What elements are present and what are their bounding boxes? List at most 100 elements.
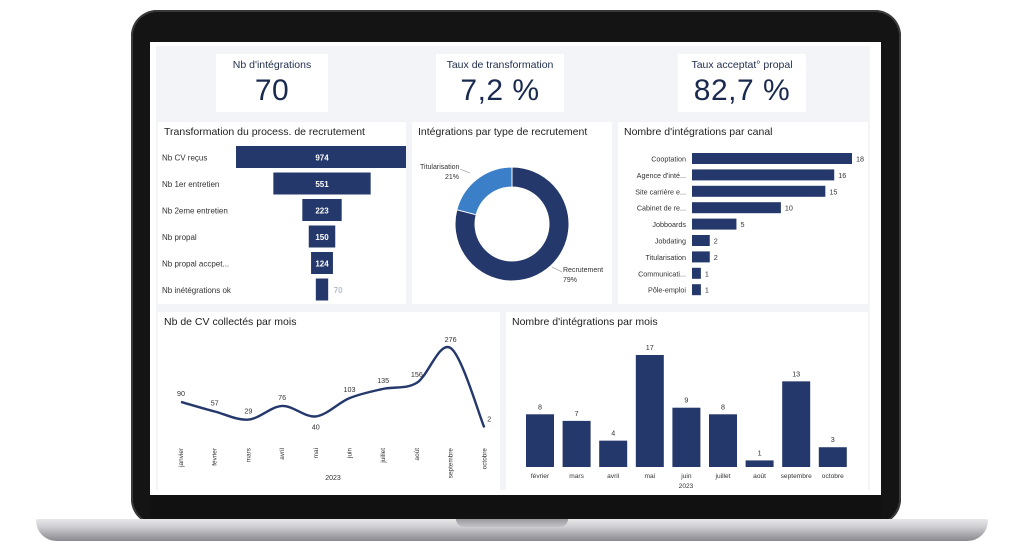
month-value-label: 3 bbox=[831, 435, 835, 444]
kpi-card-transformation[interactable]: Taux de transformation 7,2 % bbox=[436, 54, 564, 112]
month-bar bbox=[782, 381, 811, 467]
channel-category-label: Cooptation bbox=[651, 155, 686, 164]
month-category-label: avril bbox=[607, 473, 620, 480]
channel-value-label: 5 bbox=[740, 220, 744, 229]
kpi-title: Taux acceptat° propal bbox=[691, 59, 793, 71]
kpi-title: Nb d'intégrations bbox=[232, 59, 312, 71]
channel-category-label: Titularisation bbox=[646, 253, 686, 262]
funnel-panel[interactable]: Transformation du process. de recrutemen… bbox=[158, 122, 408, 304]
month-value-label: 4 bbox=[611, 429, 615, 438]
donut-category-label: Recrutement bbox=[563, 267, 603, 274]
month-category-label: mai bbox=[644, 473, 655, 480]
month-category-label: mars bbox=[569, 473, 584, 480]
channel-value-label: 1 bbox=[705, 286, 709, 295]
channel-value-label: 10 bbox=[785, 204, 793, 213]
channel-value-label: 16 bbox=[838, 171, 846, 180]
kpi-value: 70 bbox=[254, 74, 290, 107]
funnel-category-label: Nb 1er entretien bbox=[162, 180, 219, 189]
cv-line-chart: 90 janvier 57 février 29 mars 76 avril 40 mai 103 j… bbox=[177, 335, 491, 482]
cv-value-label: 90 bbox=[177, 389, 185, 398]
channel-value-label: 2 bbox=[714, 253, 718, 262]
cv-value-label: 2 bbox=[487, 414, 491, 423]
channel-category-label: Jobboards bbox=[652, 220, 686, 229]
funnel-value-label: 551 bbox=[315, 180, 329, 189]
channel-category-label: Pôle-emploi bbox=[648, 286, 686, 295]
cv-month-label: janvier bbox=[178, 447, 185, 468]
month-bar bbox=[672, 407, 701, 467]
leader-line bbox=[551, 266, 563, 273]
month-bar bbox=[818, 447, 847, 467]
donut-percent-label: 79% bbox=[563, 277, 577, 284]
panel-title: Nombre d'intégrations par canal bbox=[624, 126, 773, 138]
panel-title: Nombre d'intégrations par mois bbox=[512, 316, 658, 328]
donut-slice bbox=[454, 166, 570, 282]
cv-value-label: 135 bbox=[377, 376, 389, 385]
channel-bar bbox=[692, 202, 781, 214]
funnel-category-label: Nb CV reçus bbox=[162, 154, 207, 163]
funnel-value-label: 124 bbox=[315, 260, 329, 269]
cv-month-label: août bbox=[414, 448, 421, 461]
kpi-value: 82,7 % bbox=[693, 74, 791, 107]
channel-category-label: Site carrière e... bbox=[635, 187, 686, 196]
cv-month-label: mai bbox=[313, 448, 320, 458]
monthly-bar-chart: 8 février 7 mars 4 avril 17 mai 9 juin 8 juillet 1 ao… bbox=[526, 343, 847, 490]
cv-month-label: février bbox=[212, 447, 219, 466]
funnel-chart: Nb CV reçus 974 Nb 1er entretien 551 Nb 2eme… bbox=[162, 146, 408, 301]
month-bar bbox=[599, 440, 628, 467]
kpi-value: 7,2 % bbox=[460, 74, 540, 107]
kpi-card-acceptation[interactable]: Taux acceptat° propal 82,7 % bbox=[678, 54, 806, 112]
channel-category-label: Cabinet de re... bbox=[637, 204, 686, 213]
cv-value-label: 156 bbox=[411, 370, 423, 379]
funnel-category-label: Nb 2eme entretien bbox=[162, 207, 228, 216]
laptop-bezel bbox=[150, 495, 881, 517]
channel-bar bbox=[692, 153, 852, 164]
x-axis-title: 2023 bbox=[679, 483, 694, 490]
kpi-card-integrations[interactable]: Nb d'intégrations 70 bbox=[216, 54, 328, 112]
funnel-bar bbox=[302, 199, 342, 221]
month-category-label: février bbox=[531, 473, 550, 480]
month-bar bbox=[745, 460, 774, 467]
month-bar bbox=[709, 414, 737, 467]
channel-bar bbox=[692, 218, 737, 230]
channel-value-label: 18 bbox=[856, 155, 864, 164]
cv-value-label: 57 bbox=[211, 398, 219, 407]
donut-percent-label: 21% bbox=[445, 174, 459, 181]
month-bar bbox=[562, 420, 591, 467]
monthly-bar-panel[interactable]: Nombre d'intégrations par mois 8 février 7… bbox=[506, 312, 868, 490]
x-axis-title: 2023 bbox=[325, 475, 341, 482]
funnel-bar bbox=[315, 278, 329, 301]
channel-bar bbox=[692, 169, 835, 181]
funnel-value-label: 974 bbox=[315, 154, 329, 163]
month-category-label: septembre bbox=[781, 473, 812, 480]
panel-title: Nb de CV collectés par mois bbox=[164, 316, 297, 328]
funnel-category-label: Nb inétégrations ok bbox=[162, 286, 232, 295]
funnel-value-label: 223 bbox=[315, 207, 329, 216]
channel-bar bbox=[692, 284, 701, 296]
month-category-label: octobre bbox=[822, 473, 844, 480]
channel-value-label: 15 bbox=[829, 187, 837, 196]
month-value-label: 13 bbox=[792, 369, 800, 378]
cv-value-label: 29 bbox=[244, 407, 252, 416]
donut-panel[interactable]: Intégrations par type de recrutement Tit… bbox=[412, 122, 612, 304]
funnel-bar bbox=[236, 146, 408, 168]
kpi-title: Taux de transformation bbox=[446, 59, 554, 71]
cv-month-label: juin bbox=[347, 448, 354, 459]
cv-month-label: juillet bbox=[380, 448, 387, 464]
panel-title: Transformation du process. de recrutemen… bbox=[164, 126, 365, 138]
month-category-label: juin bbox=[680, 473, 692, 480]
panel-title: Intégrations par type de recrutement bbox=[418, 126, 588, 138]
channel-bar bbox=[692, 267, 701, 279]
channel-bar bbox=[692, 251, 710, 263]
funnel-category-label: Nb propal bbox=[162, 233, 197, 242]
month-value-label: 8 bbox=[538, 402, 542, 411]
funnel-bar bbox=[273, 172, 371, 195]
cv-month-label: octobre bbox=[481, 448, 488, 470]
dashboard-screen: Nb d'intégrations 70 Taux de transformat… bbox=[150, 42, 881, 495]
month-value-label: 9 bbox=[684, 396, 688, 405]
cv-line-panel[interactable]: Nb de CV collectés par mois 90 janvier 57 f… bbox=[158, 312, 500, 490]
leader-line bbox=[459, 168, 471, 174]
cv-month-label: avril bbox=[279, 448, 286, 460]
donut-chart: Titularisation 21% Recrutement 79% bbox=[420, 164, 603, 284]
channel-panel[interactable]: Nombre d'intégrations par canal Cooptati… bbox=[618, 122, 868, 304]
funnel-bar bbox=[308, 225, 336, 248]
